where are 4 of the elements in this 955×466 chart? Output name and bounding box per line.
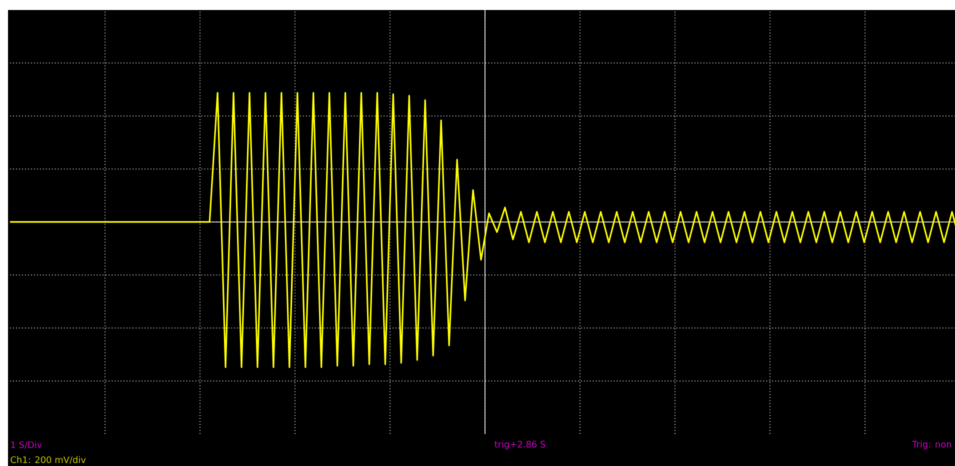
text: 1 S/Div [11, 441, 42, 449]
text: trig+2.86 S [494, 440, 546, 450]
text: Trig: non [912, 440, 952, 450]
text: Ch1: 200 mV/div [10, 456, 86, 464]
